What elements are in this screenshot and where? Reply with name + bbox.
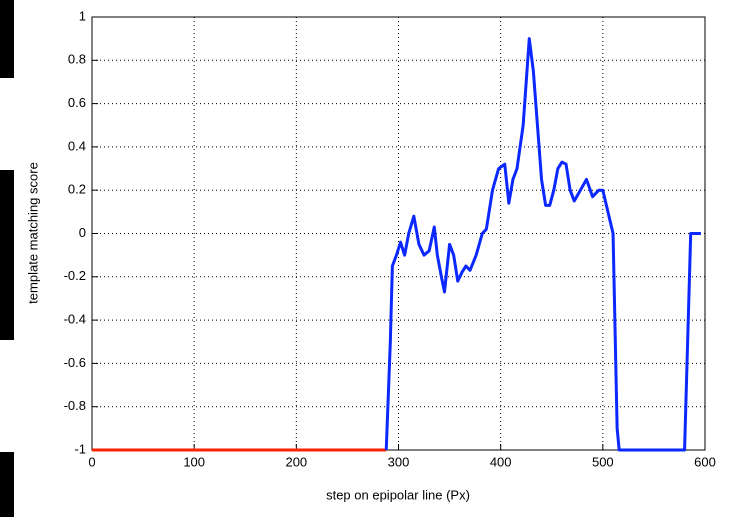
axes-box	[91, 16, 706, 451]
screen-edge	[0, 170, 14, 340]
y-tick-label: 0.2	[68, 182, 86, 197]
x-tick-label: 600	[694, 454, 716, 469]
y-tick-label: -0.8	[64, 398, 86, 413]
y-tick-label: -0.6	[64, 355, 86, 370]
y-axis-label: template matching score	[25, 162, 40, 304]
series-line	[384, 37, 701, 452]
y-tick-label: 0.6	[68, 95, 86, 110]
y-tick-label: 0.4	[68, 138, 86, 153]
x-tick-label: 100	[183, 454, 205, 469]
x-tick-label: 0	[88, 454, 95, 469]
screen-edge	[0, 0, 14, 78]
y-tick-label: 0	[79, 225, 86, 240]
x-tick-label: 300	[388, 454, 410, 469]
y-tick-label: -0.4	[64, 312, 86, 327]
y-tick-label: 0.8	[68, 52, 86, 67]
x-tick-label: 200	[285, 454, 307, 469]
screen-edge	[0, 452, 14, 517]
y-tick-label: -0.2	[64, 268, 86, 283]
x-axis-label: step on epipolar line (Px)	[326, 487, 470, 502]
x-tick-label: 400	[490, 454, 512, 469]
x-tick-label: 500	[592, 454, 614, 469]
y-tick-label: -1	[74, 441, 86, 456]
y-tick-label: 1	[79, 8, 86, 23]
